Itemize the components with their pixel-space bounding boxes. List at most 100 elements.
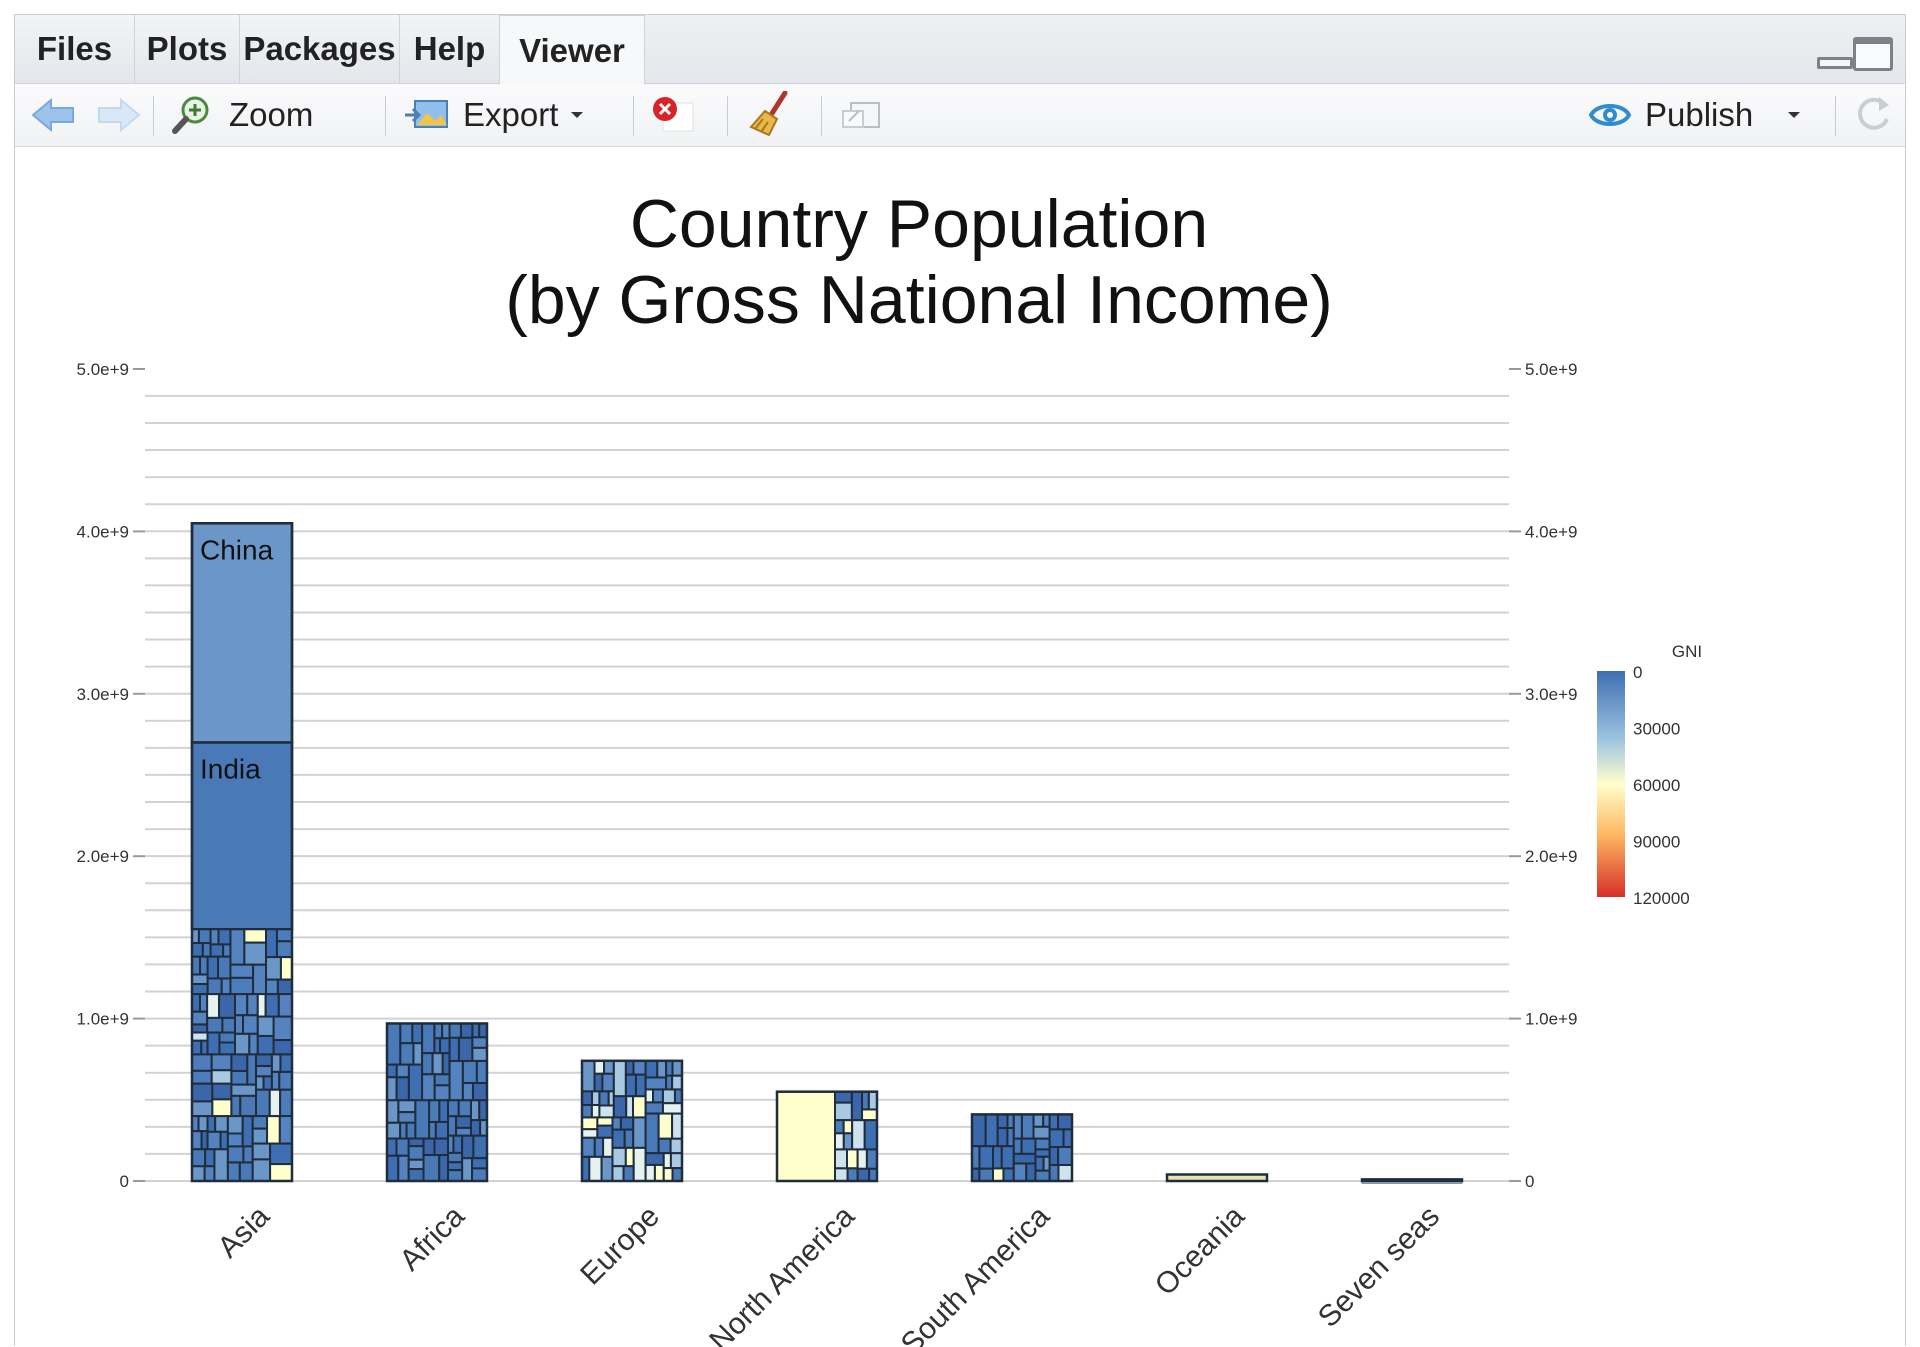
bar-europe[interactable] <box>580 1059 684 1183</box>
country-tile <box>591 1090 601 1107</box>
refresh-viewer-button[interactable] <box>1851 84 1895 146</box>
country-tile <box>191 1023 209 1034</box>
tab-packages[interactable]: Packages <box>240 15 400 83</box>
country-tile <box>218 1041 237 1056</box>
country-tile <box>669 1152 683 1170</box>
bar-seven-seas[interactable] <box>1360 1178 1464 1184</box>
bar-north-america[interactable] <box>775 1090 879 1183</box>
tab-plots-label: Plots <box>146 30 228 67</box>
country-tile <box>581 1136 596 1158</box>
country-tile <box>634 1073 647 1098</box>
country-tile <box>214 1115 229 1133</box>
bar-outline <box>775 1090 879 1183</box>
country-tile <box>386 1154 400 1183</box>
country-tile <box>593 1136 605 1158</box>
pane-tab-bar: Files Plots Packages Help Viewer <box>15 15 1905 85</box>
country-tile <box>243 928 268 944</box>
tab-help[interactable]: Help <box>400 15 500 83</box>
country-tile <box>447 1161 464 1172</box>
country-tile <box>856 1167 871 1183</box>
bar-south-america[interactable] <box>970 1113 1074 1183</box>
bar-outline <box>1360 1178 1464 1183</box>
country-tile <box>834 1148 848 1170</box>
country-tile <box>197 928 212 945</box>
y-axis-left: 0 1.0e+9 2.0e+9 3.0e+9 4.0e+9 5.0e+9 <box>77 360 145 1191</box>
country-tile <box>656 1059 668 1079</box>
publish-options-button[interactable] <box>1785 84 1803 146</box>
country-tile <box>243 941 268 966</box>
maximize-pane-button[interactable] <box>1853 37 1893 71</box>
export-button[interactable]: Export <box>403 84 586 146</box>
forward-button[interactable] <box>95 84 143 146</box>
x-tick-label: Oceania <box>1149 1199 1252 1302</box>
country-tile <box>206 1130 222 1151</box>
country-tile <box>461 1157 474 1183</box>
country-tile <box>644 1163 656 1183</box>
country-tile <box>191 1010 209 1026</box>
y-tick-label-left: 3.0e+9 <box>77 685 129 704</box>
country-tile <box>221 1016 237 1034</box>
bar-oceania[interactable] <box>1165 1173 1269 1183</box>
country-tile <box>399 1022 414 1045</box>
y-tick-label-left: 4.0e+9 <box>77 522 129 541</box>
country-tile <box>191 973 209 986</box>
zoom-button[interactable]: Zoom <box>171 84 313 146</box>
country-tile <box>441 1022 451 1040</box>
tab-viewer-label: Viewer <box>519 31 625 69</box>
country-tile <box>412 1042 424 1066</box>
country-tile <box>439 1037 451 1055</box>
country-tile <box>644 1088 655 1104</box>
bar-africa[interactable] <box>385 1022 489 1183</box>
popout-viewer-button[interactable] <box>837 84 885 146</box>
country-tile <box>611 1128 626 1149</box>
country-tile <box>452 1134 464 1154</box>
y-tick-label-right: 2.0e+9 <box>1525 847 1577 866</box>
clear-viewer-button[interactable] <box>745 84 793 146</box>
forward-arrow-icon <box>98 97 141 133</box>
country-tile <box>230 1069 249 1086</box>
tab-plots[interactable]: Plots <box>135 15 240 83</box>
country-tile <box>581 1104 593 1119</box>
country-tile <box>242 1014 259 1035</box>
publish-button[interactable]: Publish <box>1587 84 1753 146</box>
legend-title: GNI <box>1672 642 1702 661</box>
tab-files[interactable]: Files <box>15 15 135 83</box>
country-tile <box>653 1163 665 1183</box>
country-tile <box>644 1112 660 1155</box>
country-tile <box>1012 1152 1037 1165</box>
country-tile <box>598 1104 615 1119</box>
x-tick-label: South America <box>895 1199 1057 1347</box>
bar-asia[interactable]: China India <box>190 522 294 1183</box>
country-tile <box>386 1121 402 1140</box>
country-tile <box>386 1022 402 1066</box>
x-tick-label: Seven seas <box>1312 1200 1446 1334</box>
country-tile <box>230 1094 242 1118</box>
country-tile <box>386 1137 398 1157</box>
back-button[interactable] <box>29 84 77 146</box>
country-tile <box>433 1073 451 1087</box>
tab-viewer[interactable]: Viewer <box>500 15 645 85</box>
country-tile <box>386 1063 398 1079</box>
country-tile <box>191 1082 214 1103</box>
country-tile <box>461 1134 475 1160</box>
back-arrow-icon <box>31 97 74 133</box>
country-tile <box>251 1158 272 1183</box>
country-tile <box>662 1167 674 1182</box>
country-tile <box>234 1032 251 1056</box>
country-tile <box>246 1053 258 1086</box>
publish-icon <box>1588 104 1632 126</box>
country-tile <box>632 1095 647 1119</box>
y-tick-label-right: 4.0e+9 <box>1525 522 1577 541</box>
remove-viewer-button[interactable] <box>649 84 697 146</box>
country-tile <box>255 1065 273 1078</box>
country-tile <box>448 1059 464 1102</box>
minimize-pane-button[interactable] <box>1817 57 1853 69</box>
country-tile <box>834 1132 845 1151</box>
country-tile <box>265 956 282 981</box>
country-tile <box>978 1145 995 1170</box>
country-tile <box>601 1072 615 1093</box>
export-icon <box>405 100 448 128</box>
country-tile <box>407 1158 425 1171</box>
broom-icon <box>749 91 788 137</box>
country-tile <box>251 1115 269 1130</box>
